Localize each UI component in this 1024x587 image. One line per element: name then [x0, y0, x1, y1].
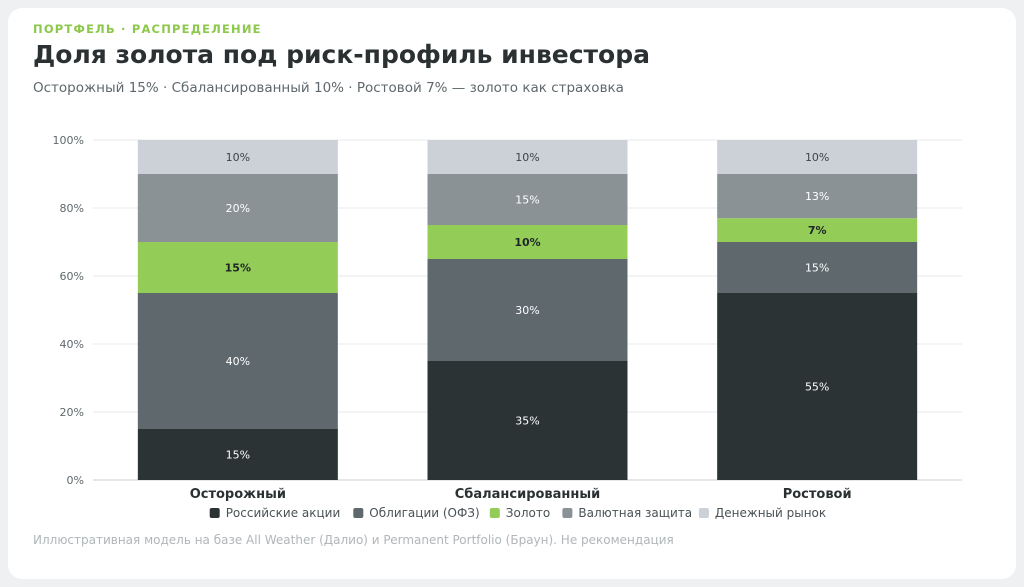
bar-segment — [427, 225, 628, 259]
bar-segment — [427, 140, 628, 174]
bar-segment — [427, 174, 628, 225]
x-category-label: Осторожный — [190, 487, 286, 502]
bar-segment — [137, 140, 338, 174]
legend-label: Облигации (ОФЗ) — [369, 506, 479, 520]
data-label: 35% — [515, 415, 539, 428]
disclaimer-note: Иллюстративная модель на базе All Weathe… — [33, 533, 674, 547]
bar-segment — [717, 218, 918, 242]
legend: Российские акции Облигации (ОФЗ) Золото Вал… — [209, 506, 826, 520]
y-tick-label: 60% — [60, 270, 84, 283]
y-tick-label: 80% — [60, 202, 84, 215]
y-tick-label: 20% — [60, 406, 84, 419]
y-tick-label: 40% — [60, 338, 84, 351]
bar-segment — [717, 140, 918, 174]
x-category-label: Ростовой — [783, 487, 852, 502]
bar-segment — [137, 242, 338, 293]
x-category-label: Сбалансированный — [455, 487, 601, 502]
bar-segment — [137, 174, 338, 242]
legend-swatch — [489, 508, 500, 518]
data-label: 10% — [515, 151, 539, 164]
data-label: 15% — [225, 262, 251, 275]
data-label: 30% — [515, 304, 539, 317]
bar-segment — [137, 429, 338, 480]
data-label: 40% — [226, 355, 250, 368]
data-label: 20% — [226, 202, 250, 215]
axes: 0% 20% 40% 60% 80% 100% Осторожный Сбалансирова… — [53, 134, 852, 502]
data-label: 7% — [808, 224, 827, 237]
chart-title: Доля золота под риск-профиль инвестора — [33, 40, 650, 69]
bar-segment — [427, 259, 628, 361]
data-label: 55% — [805, 381, 829, 394]
chart-subtitle: Осторожный 15% · Сбалансированный 10% · … — [33, 80, 624, 96]
data-label: 15% — [226, 449, 250, 462]
data-label: 10% — [226, 151, 250, 164]
bar-segment — [137, 293, 338, 429]
data-label: 10% — [514, 236, 540, 249]
data-label: 15% — [805, 262, 829, 275]
bar-segment — [717, 293, 918, 480]
legend-swatch — [562, 508, 573, 518]
y-tick-label: 0% — [67, 474, 84, 487]
bar-segment — [427, 361, 628, 480]
section-kicker: ПОРТФЕЛЬ · РАСПРЕДЕЛЕНИЕ — [33, 22, 262, 36]
data-label: 13% — [805, 190, 829, 203]
data-label: 10% — [805, 151, 829, 164]
legend-label: Денежный рынок — [715, 506, 826, 520]
legend-label: Валютная защита — [578, 506, 692, 520]
bar-segment — [717, 242, 918, 293]
stacked-bar-chart: 15% 40% 15% 20% 10% 35% 30% 10% 15% 10% 55% 15% 7% 13… — [53, 134, 962, 520]
legend-label: Золото — [506, 506, 550, 520]
y-tick-label: 100% — [53, 134, 84, 147]
data-label: 15% — [515, 194, 539, 207]
legend-swatch — [209, 508, 220, 518]
legend-swatch — [698, 508, 709, 518]
bars: 15% 40% 15% 20% 10% 35% 30% 10% 15% 10% 55% 15% 7% 13… — [137, 140, 918, 480]
legend-label: Российские акции — [226, 506, 341, 520]
legend-swatch — [353, 508, 364, 518]
bar-segment — [717, 174, 918, 219]
